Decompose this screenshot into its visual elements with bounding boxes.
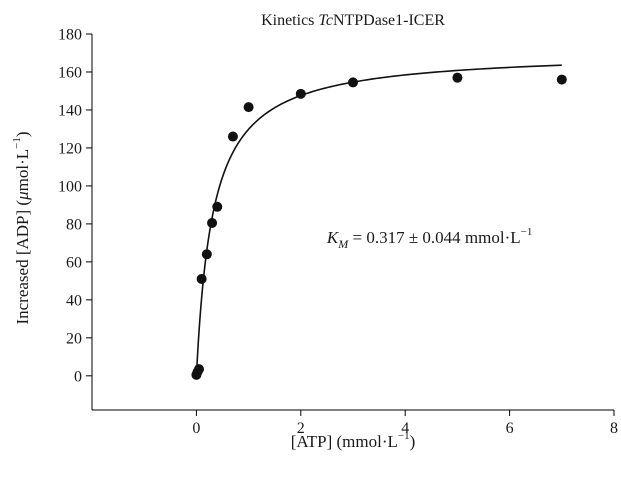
y-axis-label: Increased [ADP] (μmol·L−1) — [11, 131, 32, 324]
chart-title-italic: Tc — [318, 12, 333, 29]
y-tick-label: 140 — [58, 102, 82, 119]
x-axis-label-exponent: −1 — [398, 430, 410, 442]
chart-title: Kinetics TcNTPDase1-ICER — [261, 12, 445, 29]
chart-title-prefix: Kinetics — [261, 12, 318, 29]
y-tick-label: 80 — [66, 216, 82, 233]
y-axis-ticks: 0 20 40 60 80 100 120 140 160 180 — [58, 27, 92, 385]
y-tick-label: 180 — [58, 27, 82, 44]
y-axis-label-end: ) — [13, 131, 32, 137]
x-tick-label: 8 — [610, 420, 618, 437]
y-tick-label: 160 — [58, 64, 82, 81]
data-point — [243, 102, 254, 113]
data-points — [191, 72, 567, 380]
y-tick-label: 40 — [66, 292, 82, 309]
y-axis-label-main: Increased [ADP] ( — [13, 200, 32, 325]
km-symbol: K — [326, 228, 340, 247]
x-axis-label: [ATP] (mmol·L−1) — [291, 430, 416, 451]
x-tick-label: 4 — [401, 420, 409, 437]
km-value: = 0.317 ± 0.044 mmol·L — [348, 228, 520, 247]
x-axis-label-end: ) — [410, 432, 416, 451]
km-annotation: KM = 0.317 ± 0.044 mmol·L−1 — [326, 226, 532, 251]
y-tick-label: 120 — [58, 140, 82, 157]
y-axis-label-mu: μ — [13, 191, 32, 201]
km-subscript: M — [337, 237, 349, 251]
data-point — [348, 77, 358, 88]
data-point — [227, 131, 238, 142]
data-point — [196, 273, 207, 284]
data-point — [452, 72, 463, 83]
y-tick-label: 20 — [66, 330, 82, 347]
km-unit-exponent: −1 — [521, 226, 533, 238]
data-point — [212, 201, 223, 212]
x-axis-label-main: [ATP] (mmol·L — [291, 432, 398, 451]
y-axis-label-rest: mol·L — [13, 149, 32, 192]
x-tick-label: 6 — [506, 420, 514, 437]
data-point — [201, 249, 212, 260]
y-axis-label-exponent: −1 — [11, 137, 23, 149]
y-tick-label: 0 — [74, 368, 82, 385]
y-tick-label: 60 — [66, 254, 82, 271]
x-axis-ticks: 0 2 4 6 8 — [192, 410, 618, 437]
data-point — [556, 74, 567, 85]
data-point — [194, 364, 205, 375]
x-tick-label: 0 — [192, 420, 200, 437]
data-point — [207, 217, 218, 228]
chart-title-suffix: NTPDase1-ICER — [333, 12, 445, 29]
y-tick-label: 100 — [58, 178, 82, 195]
data-point — [295, 88, 306, 99]
x-tick-label: 2 — [297, 420, 305, 437]
